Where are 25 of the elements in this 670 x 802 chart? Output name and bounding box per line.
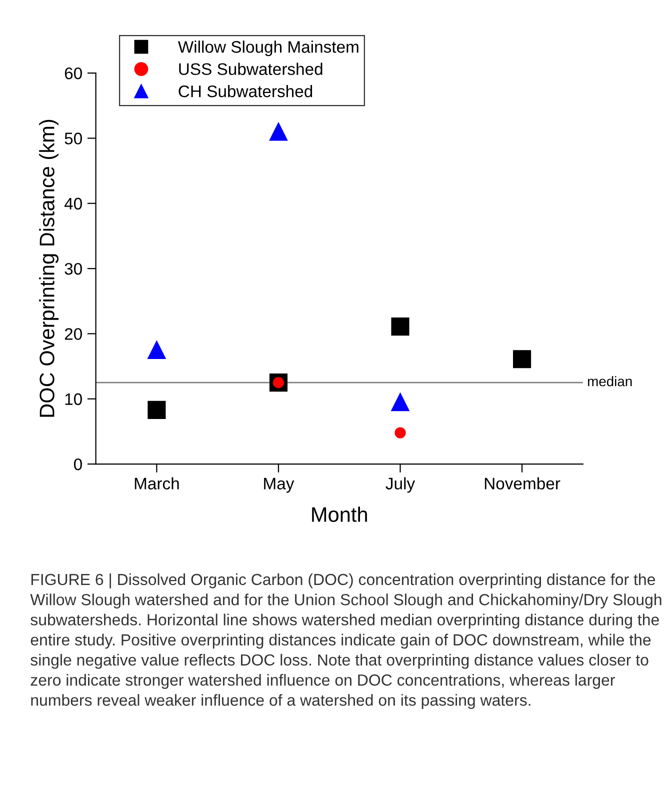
- legend-label: CH Subwatershed: [178, 85, 312, 98]
- x-tick-label: March: [134, 477, 179, 490]
- legend-label: USS Subwatershed: [179, 62, 322, 76]
- point: [269, 122, 288, 141]
- legend-label: Willow Slough Mainstem: [178, 40, 358, 56]
- ref-line-label: median: [588, 376, 632, 386]
- y-tick-label: 20: [64, 328, 82, 340]
- y-tick-label: 40: [64, 198, 82, 210]
- y-tick-label: 60: [64, 67, 82, 80]
- y-tick-label: 50: [64, 132, 82, 144]
- caption: FIGURE 6 | Dissolved Organic Carbon (DOC) concentration overprinting distance for the Willow Slough watershed and for the Union School Slough and Chickahominy/Dry Slough subwatersheds. Horizontal line shows watershed median overprinting distance during the entire study. Positive overprinting distances indicate gain of DOC downstream, while the single negative value reflects DOC loss. Note that overprinting distance values closer to zero indicate stronger watershed influence on DOC concentrations, whereas larger numbers reveal weaker influence of a watershed on its passing waters.: [30, 573, 662, 709]
- y-tick-label: 10: [65, 393, 82, 406]
- point: [391, 318, 410, 336]
- point: [148, 400, 166, 419]
- y-tick-label: 30: [64, 262, 82, 275]
- x-tick-label: November: [484, 477, 560, 490]
- y-axis-title: DOC Overprinting Distance (km): [39, 120, 59, 417]
- x-tick-label: May: [264, 478, 294, 493]
- y-tick-label: 0: [74, 458, 82, 470]
- point: [391, 393, 410, 412]
- point: [512, 350, 532, 368]
- point: [148, 340, 166, 360]
- x-axis-title: Month: [312, 506, 367, 522]
- x-tick-label: July: [386, 477, 416, 493]
- point: [394, 427, 406, 438]
